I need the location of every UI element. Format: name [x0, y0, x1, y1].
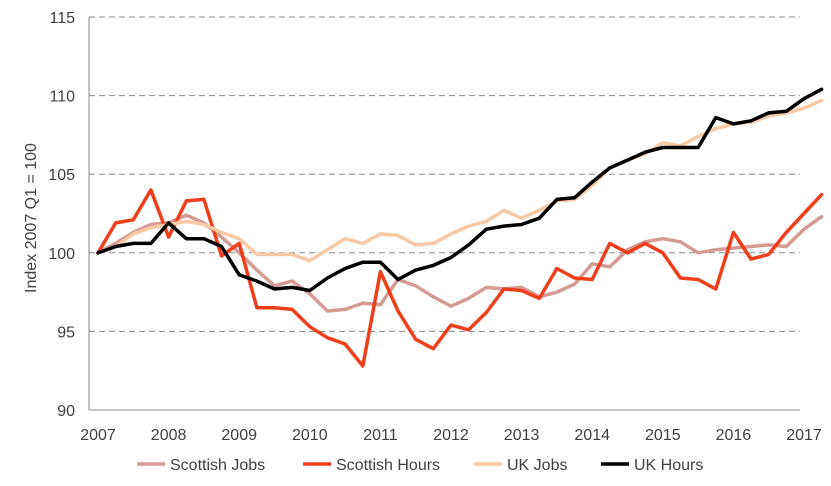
series-line-uk-jobs: [96, 98, 824, 263]
series-line-scottish-hours: [96, 188, 824, 368]
x-tick-label: 2013: [504, 427, 540, 444]
x-tick-labels: 2007 2008 2009 2010 2011 2012 2013 2014 2015 2016…: [80, 427, 822, 444]
x-tick-label: 2011: [363, 427, 398, 444]
y-tick-label: 100: [48, 246, 75, 263]
x-tick-label: 2017: [786, 427, 822, 444]
legend-label: Scottish Jobs: [170, 457, 265, 474]
series-line-uk-hours: [96, 87, 824, 293]
x-tick-label: 2016: [716, 427, 752, 444]
legend: Scottish Jobs Scottish Hours UK Jobs UK Hou…: [137, 457, 703, 474]
gridlines: [89, 16, 800, 332]
y-tick-label: 115: [49, 10, 75, 27]
y-tick-labels: 90 95 100 105 110 115: [48, 10, 75, 420]
series-lines: [96, 87, 824, 368]
x-tick-label: 2007: [80, 427, 116, 444]
legend-label: UK Jobs: [507, 457, 567, 474]
axes: [88, 17, 800, 411]
y-tick-label: 90: [57, 403, 75, 420]
series-line-scottish-jobs: [96, 213, 824, 313]
y-tick-label: 105: [48, 167, 75, 184]
legend-label: UK Hours: [634, 457, 703, 474]
x-tick-label: 2015: [645, 427, 681, 444]
x-tick-label: 2012: [433, 427, 469, 444]
y-tick-label: 110: [49, 89, 75, 106]
x-tick-label: 2009: [221, 427, 257, 444]
x-tick-label: 2008: [151, 427, 187, 444]
y-axis-title: Index 2007 Q1 = 100: [23, 143, 40, 293]
x-tick-label: 2010: [292, 427, 328, 444]
x-tick-label: 2014: [574, 427, 610, 444]
y-tick-label: 95: [57, 324, 75, 341]
legend-label: Scottish Hours: [336, 457, 440, 474]
